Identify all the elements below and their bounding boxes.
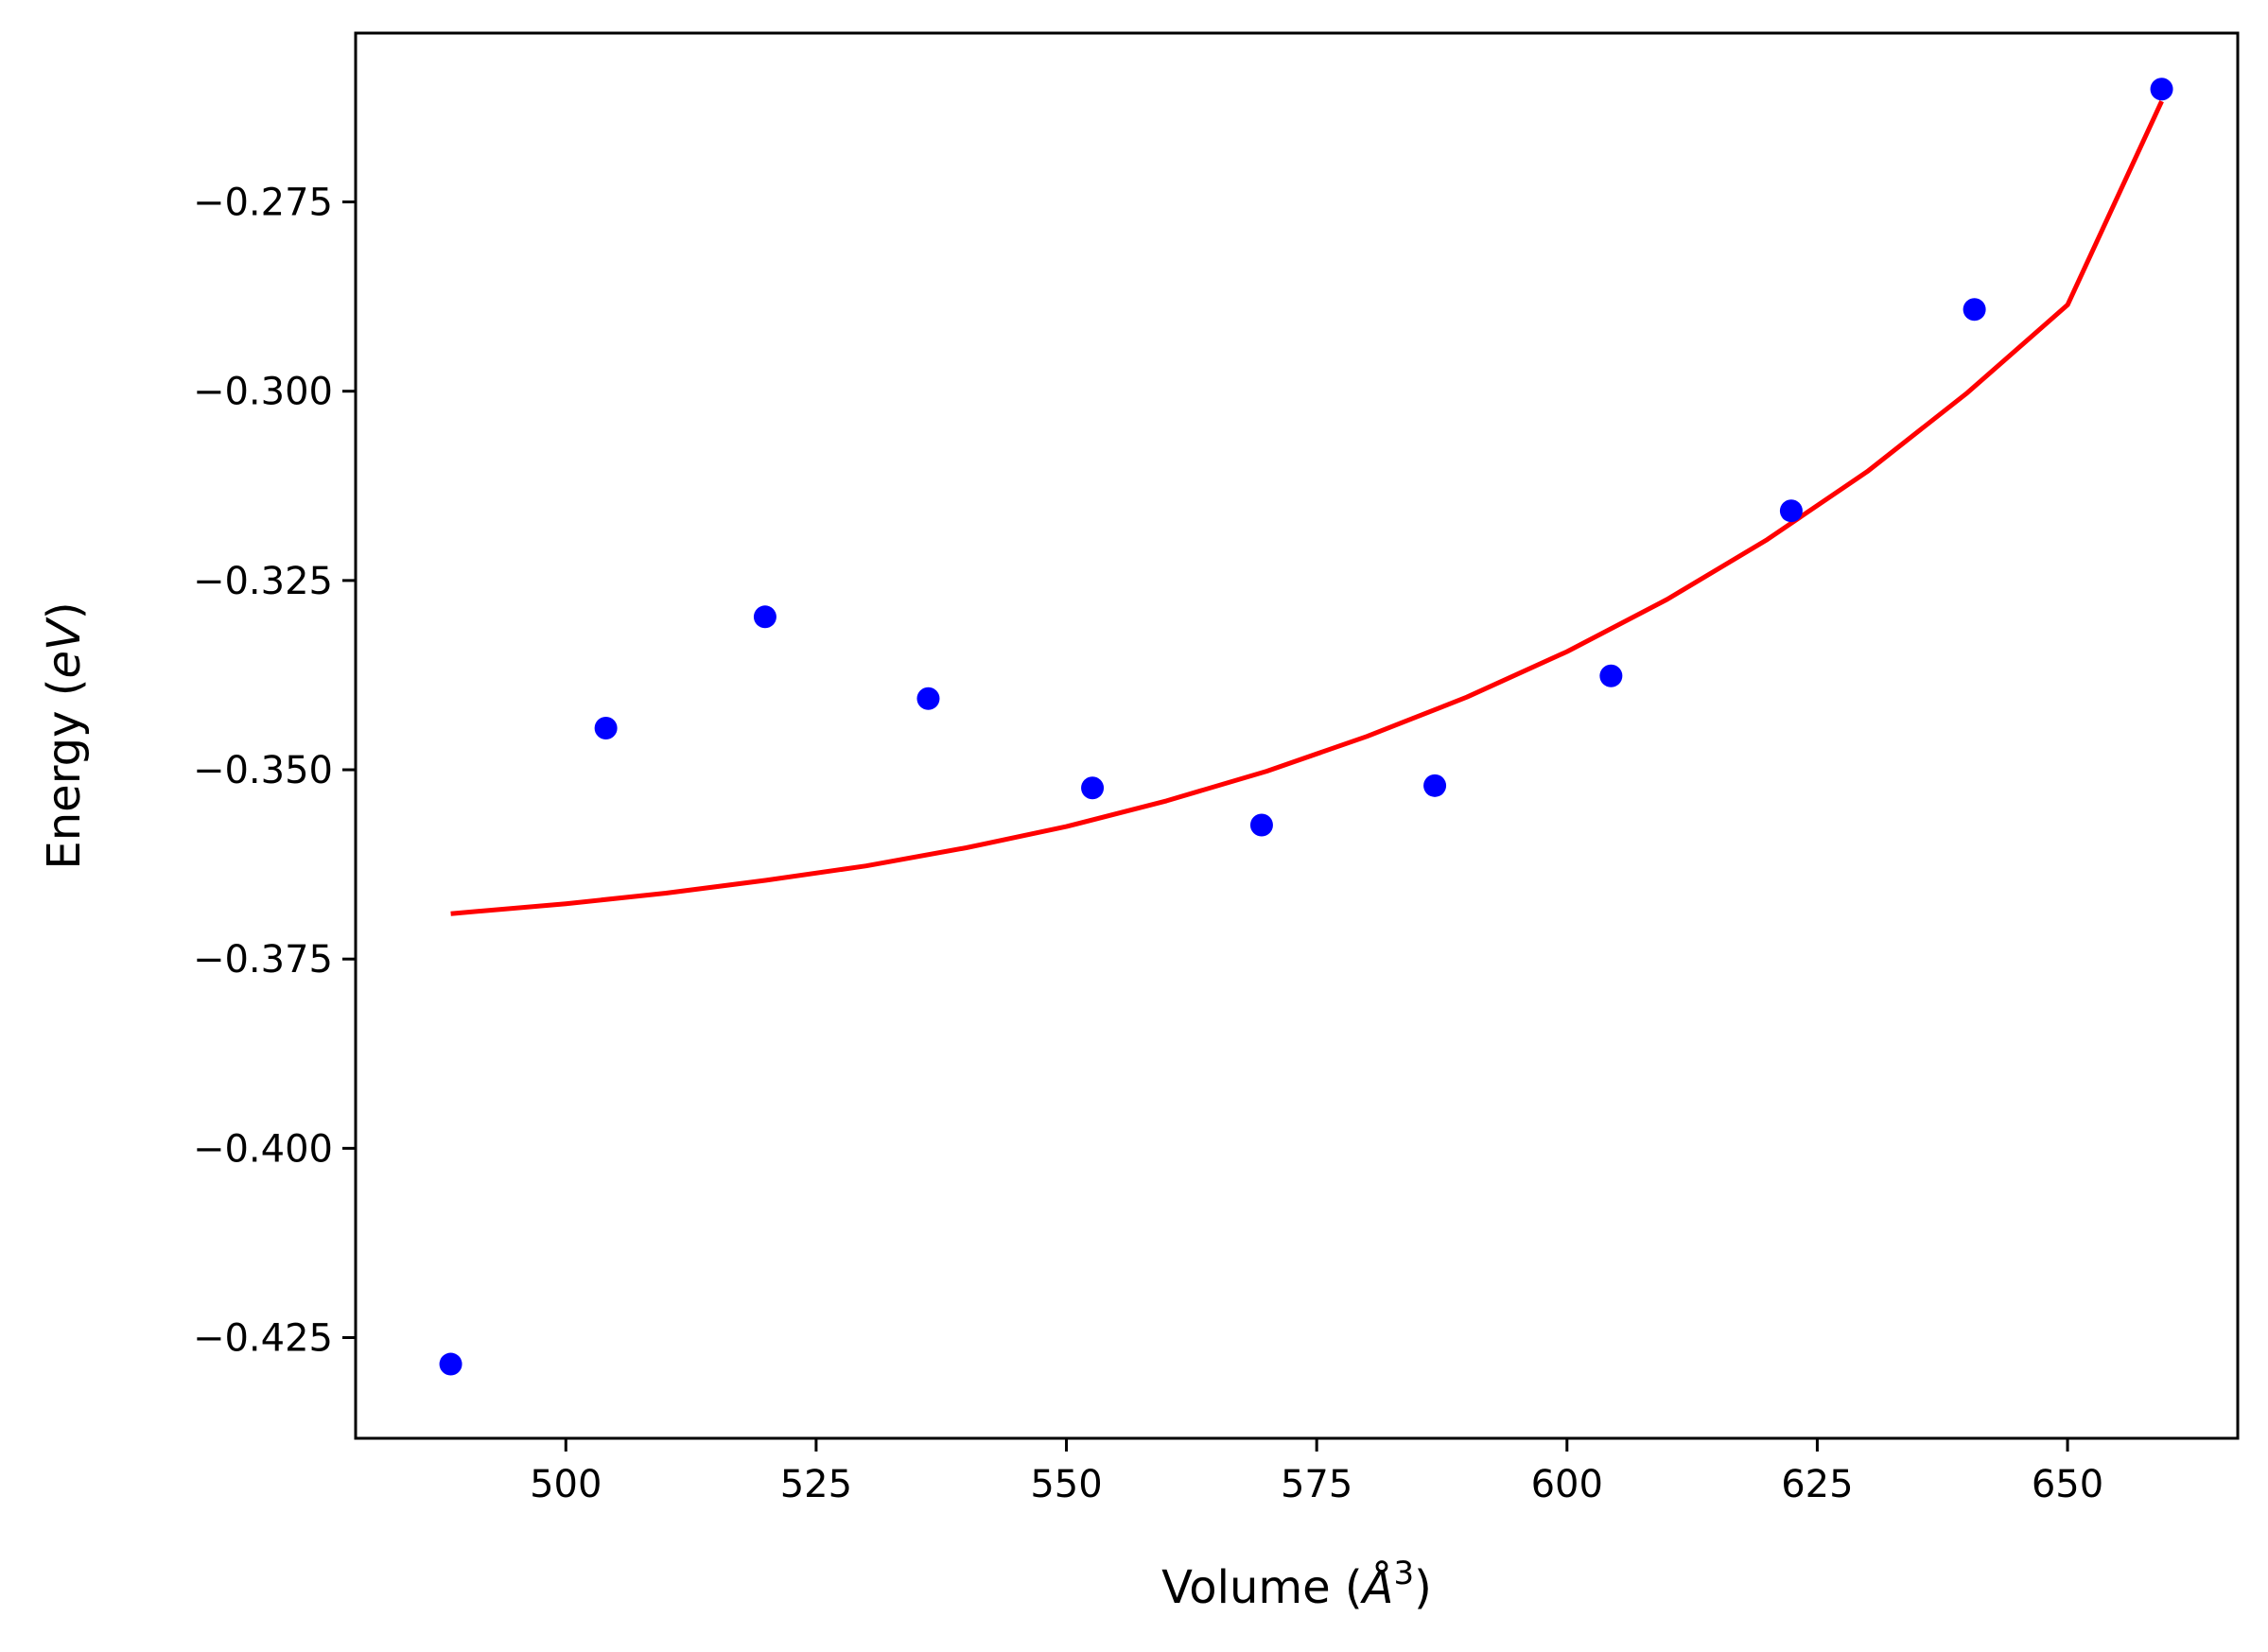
y-tick-label: −0.400 (193, 1127, 333, 1171)
fit-line-layer (450, 100, 2164, 916)
y-tick-label: −0.275 (193, 182, 333, 225)
x-tick-label: 550 (1030, 1463, 1102, 1506)
x-axis-ticks: 500 525 550 575 600 625 650 (530, 1438, 2103, 1506)
x-tick-label: 600 (1531, 1463, 1603, 1506)
x-tick-label: 625 (1781, 1463, 1853, 1506)
y-tick-label: −0.425 (193, 1317, 333, 1361)
data-point (1963, 298, 1986, 322)
fit-line (450, 100, 2164, 916)
data-point (1599, 664, 1623, 687)
y-tick-label: −0.325 (193, 560, 333, 603)
data-point (1249, 813, 1273, 837)
data-point (594, 716, 618, 739)
data-point (1423, 774, 1447, 797)
y-tick-label: −0.375 (193, 938, 333, 982)
x-tick-label: 575 (1281, 1463, 1352, 1506)
data-points-layer (439, 78, 2173, 1376)
y-axis-label: Energy (eV) (38, 601, 91, 869)
plot-frame (354, 31, 2240, 1440)
data-point (1081, 776, 1105, 800)
x-axis-label: Volume (Å3) (1161, 1555, 1432, 1614)
x-tick-label: 525 (780, 1463, 852, 1506)
data-point (1779, 499, 1803, 523)
data-point (439, 1352, 462, 1376)
y-tick-label: −0.350 (193, 749, 333, 792)
data-point (2150, 78, 2173, 101)
y-tick-label: −0.300 (193, 371, 333, 414)
x-tick-label: 500 (530, 1463, 602, 1506)
data-point (916, 687, 940, 710)
x-tick-label: 650 (2032, 1463, 2103, 1506)
y-axis-ticks: −0.275 −0.300 −0.325 −0.350 −0.375 −0.400 −0.4… (193, 182, 356, 1361)
data-point (753, 605, 776, 629)
